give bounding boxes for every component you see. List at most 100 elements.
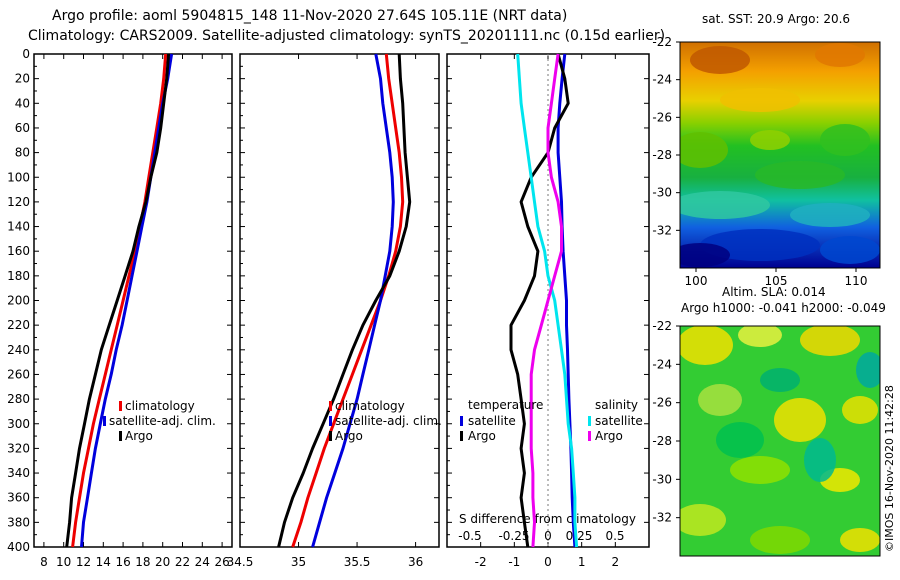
y-tick-label: 360 xyxy=(7,491,30,505)
header-line-1: Argo profile: aoml 5904815_148 11-Nov-20… xyxy=(52,8,567,24)
sla-patch xyxy=(680,504,726,536)
sst-heatmap xyxy=(679,41,881,269)
sla-patch xyxy=(856,352,880,388)
y-tick-label: 160 xyxy=(7,244,30,258)
header-line-2: Climatology: CARS2009. Satellite-adjuste… xyxy=(28,28,665,44)
sla-y-tick-label: -22 xyxy=(652,319,672,333)
x-tick-label: 18 xyxy=(135,555,150,569)
sst-y-tick-label: -22 xyxy=(652,35,672,49)
x-tick-label: 16 xyxy=(115,555,130,569)
salinity-diff-tick-label: -0.5 xyxy=(458,529,481,543)
x-tick-label: 2 xyxy=(612,555,620,569)
legend-label-satellite: satellite-adj. clim. xyxy=(109,414,216,428)
map-axes: -22 -24 -26 -28 -30 -32 100 105 110 -22 -24 -26 -28 -… xyxy=(652,35,867,525)
y-tick-label: 120 xyxy=(7,195,30,209)
sla-patch xyxy=(800,326,860,356)
sla-y-tick-label: -26 xyxy=(652,396,672,410)
salinity-legend: climatology satellite-adj. clim. Argo xyxy=(329,399,442,443)
y-tick-label: 180 xyxy=(7,269,30,283)
y-tick-label: 240 xyxy=(7,343,30,357)
y-tick-label: 20 xyxy=(15,72,30,86)
salinity-profile-satellite-adj-clim-line xyxy=(311,53,395,548)
salinity-diff-tick-label: 0.25 xyxy=(566,529,593,543)
x-tick-label: 36 xyxy=(408,555,423,569)
axes-layer: 0204060801001201401601802002202402602803… xyxy=(7,47,649,569)
salinity-profile-argo-line xyxy=(277,53,412,548)
legend-swatch-climatology xyxy=(119,401,122,411)
legend-label-sal-satellite: satellite xyxy=(595,414,643,428)
sla-patch xyxy=(760,368,800,392)
sla-patch xyxy=(716,422,764,458)
sla-patch xyxy=(738,326,782,347)
sst-x-tick-label: 105 xyxy=(765,274,788,288)
x-tick-label: -2 xyxy=(475,555,487,569)
legend-label-argo: Argo xyxy=(335,429,363,443)
temperature-profile-satellite-adj-clim-line xyxy=(80,53,174,548)
x-tick-label: 22 xyxy=(175,555,190,569)
x-tick-label: 1 xyxy=(578,555,586,569)
sla-patch xyxy=(698,384,742,416)
difference-xlabel: S difference from climatology xyxy=(459,512,636,526)
legend-label-argo: Argo xyxy=(125,429,153,443)
sla-patch xyxy=(680,326,733,365)
legend-label-temp-argo: Argo xyxy=(468,429,496,443)
imos-watermark: ©IMOS 16-Nov-2020 11:42:28 xyxy=(883,385,896,552)
y-tick-label: 200 xyxy=(7,294,30,308)
sst-patch xyxy=(680,191,770,219)
temperature-panel xyxy=(33,53,233,548)
salinity-diff-tick-label: 0 xyxy=(544,529,552,543)
legend-swatch-argo xyxy=(119,431,122,441)
legend-label-temp-satellite: satellite xyxy=(468,414,516,428)
y-tick-label: 100 xyxy=(7,170,30,184)
sst-patch xyxy=(790,203,870,227)
legend-title-temperature: temperature xyxy=(468,398,543,412)
salinity-diff-tick-label: -0.25 xyxy=(498,529,529,543)
y-tick-label: 60 xyxy=(15,121,30,135)
sla-y-tick-label: -28 xyxy=(652,434,672,448)
sst-patch xyxy=(720,88,800,112)
sla-texture xyxy=(680,326,880,554)
sst-y-tick-label: -24 xyxy=(652,73,672,87)
sla-map-title: Altim. SLA: 0.014 xyxy=(722,285,826,299)
y-tick-label: 300 xyxy=(7,417,30,431)
sst-patch xyxy=(820,124,870,156)
y-tick-label: 380 xyxy=(7,515,30,529)
difference-from-climatology-temperature-argo-line xyxy=(509,53,570,548)
x-tick-label: 26 xyxy=(214,555,229,569)
x-tick-label: 20 xyxy=(155,555,170,569)
legend-swatch-temp-satellite xyxy=(460,416,463,426)
sla-patch xyxy=(750,526,810,554)
sla-patch xyxy=(730,456,790,484)
y-tick-label: 140 xyxy=(7,220,30,234)
sla-heatmap xyxy=(679,325,881,557)
y-tick-label: 80 xyxy=(15,146,30,160)
x-tick-label: 35 xyxy=(291,555,306,569)
legend-label-sal-argo: Argo xyxy=(595,429,623,443)
sst-x-tick-label: 110 xyxy=(845,274,868,288)
sst-y-tick-label: -32 xyxy=(652,223,672,237)
series-layer xyxy=(65,53,579,548)
salinity-panel xyxy=(239,53,440,548)
legend-swatch-satellite xyxy=(329,416,332,426)
x-tick-label: 0 xyxy=(544,555,552,569)
x-tick-label: 12 xyxy=(76,555,91,569)
sst-patch xyxy=(820,236,880,264)
sst-map-title: sat. SST: 20.9 Argo: 20.6 xyxy=(702,12,850,26)
x-tick-label: -1 xyxy=(508,555,520,569)
y-tick-label: 340 xyxy=(7,466,30,480)
sla-patch xyxy=(842,396,878,424)
y-tick-label: 320 xyxy=(7,441,30,455)
sla-patch xyxy=(804,438,836,482)
sla-patch xyxy=(840,528,880,552)
sla-patch xyxy=(774,398,826,442)
y-tick-label: 0 xyxy=(22,47,30,61)
sst-patch xyxy=(680,243,730,267)
legend-label-climatology: climatology xyxy=(125,399,195,413)
sla-y-tick-label: -32 xyxy=(652,511,672,525)
y-tick-label: 280 xyxy=(7,392,30,406)
salinity-diff-tick-label: 0.5 xyxy=(605,529,624,543)
sla-y-tick-label: -30 xyxy=(652,472,672,486)
sst-y-tick-label: -30 xyxy=(652,186,672,200)
sst-patch xyxy=(690,46,750,74)
legend-label-satellite: satellite-adj. clim. xyxy=(335,414,442,428)
